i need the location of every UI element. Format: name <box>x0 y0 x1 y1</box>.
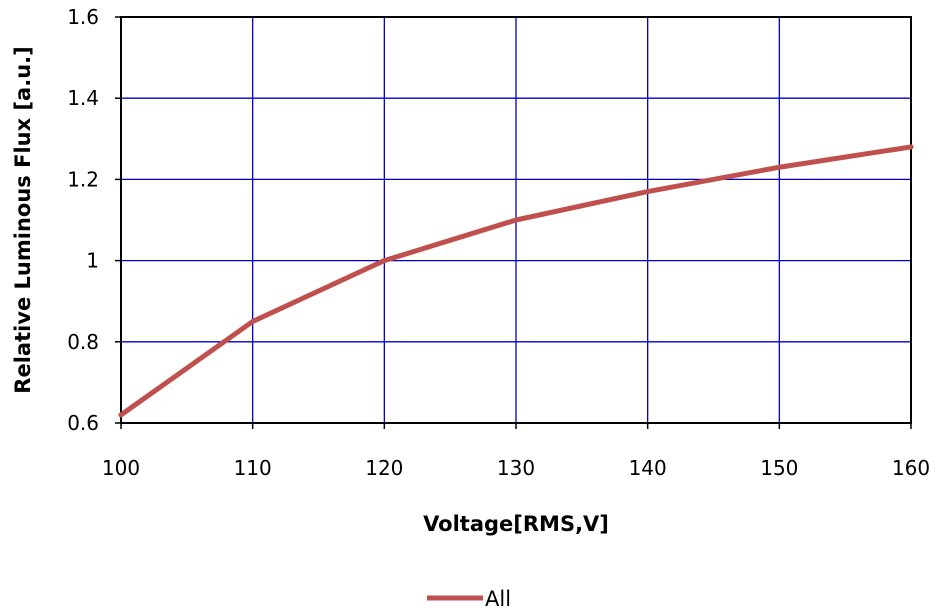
y-tick-label: 0.6 <box>67 411 99 435</box>
x-tick-label: 150 <box>760 456 798 480</box>
x-tick-label: 110 <box>234 456 272 480</box>
y-tick-label: 1.2 <box>67 167 99 191</box>
x-axis: 100 110 120 130 140 150 160 <box>102 423 930 480</box>
legend-label-all: All <box>485 587 511 611</box>
y-tick-label: 0.8 <box>67 330 99 354</box>
x-axis-title: Voltage[RMS,V] <box>423 512 609 536</box>
y-tick-label: 1.4 <box>67 86 99 110</box>
data-point <box>513 217 519 223</box>
data-point <box>645 189 651 195</box>
data-point <box>381 258 387 264</box>
x-tick-label: 100 <box>102 456 140 480</box>
data-point <box>250 319 256 324</box>
x-tick-label: 120 <box>365 456 403 480</box>
series-layer <box>118 144 914 418</box>
data-point <box>118 412 124 418</box>
y-axis: 0.6 0.8 1 1.2 1.4 1.6 <box>67 5 121 435</box>
x-tick-label: 140 <box>629 456 667 480</box>
x-tick-label: 160 <box>892 456 930 480</box>
data-point <box>908 144 914 150</box>
x-tick-label: 130 <box>497 456 535 480</box>
y-axis-title: Relative Luminous Flux [a.u.] <box>11 46 35 393</box>
legend: All <box>427 587 511 611</box>
data-point <box>776 164 782 170</box>
y-tick-label: 1 <box>86 249 99 273</box>
y-tick-label: 1.6 <box>67 5 99 29</box>
